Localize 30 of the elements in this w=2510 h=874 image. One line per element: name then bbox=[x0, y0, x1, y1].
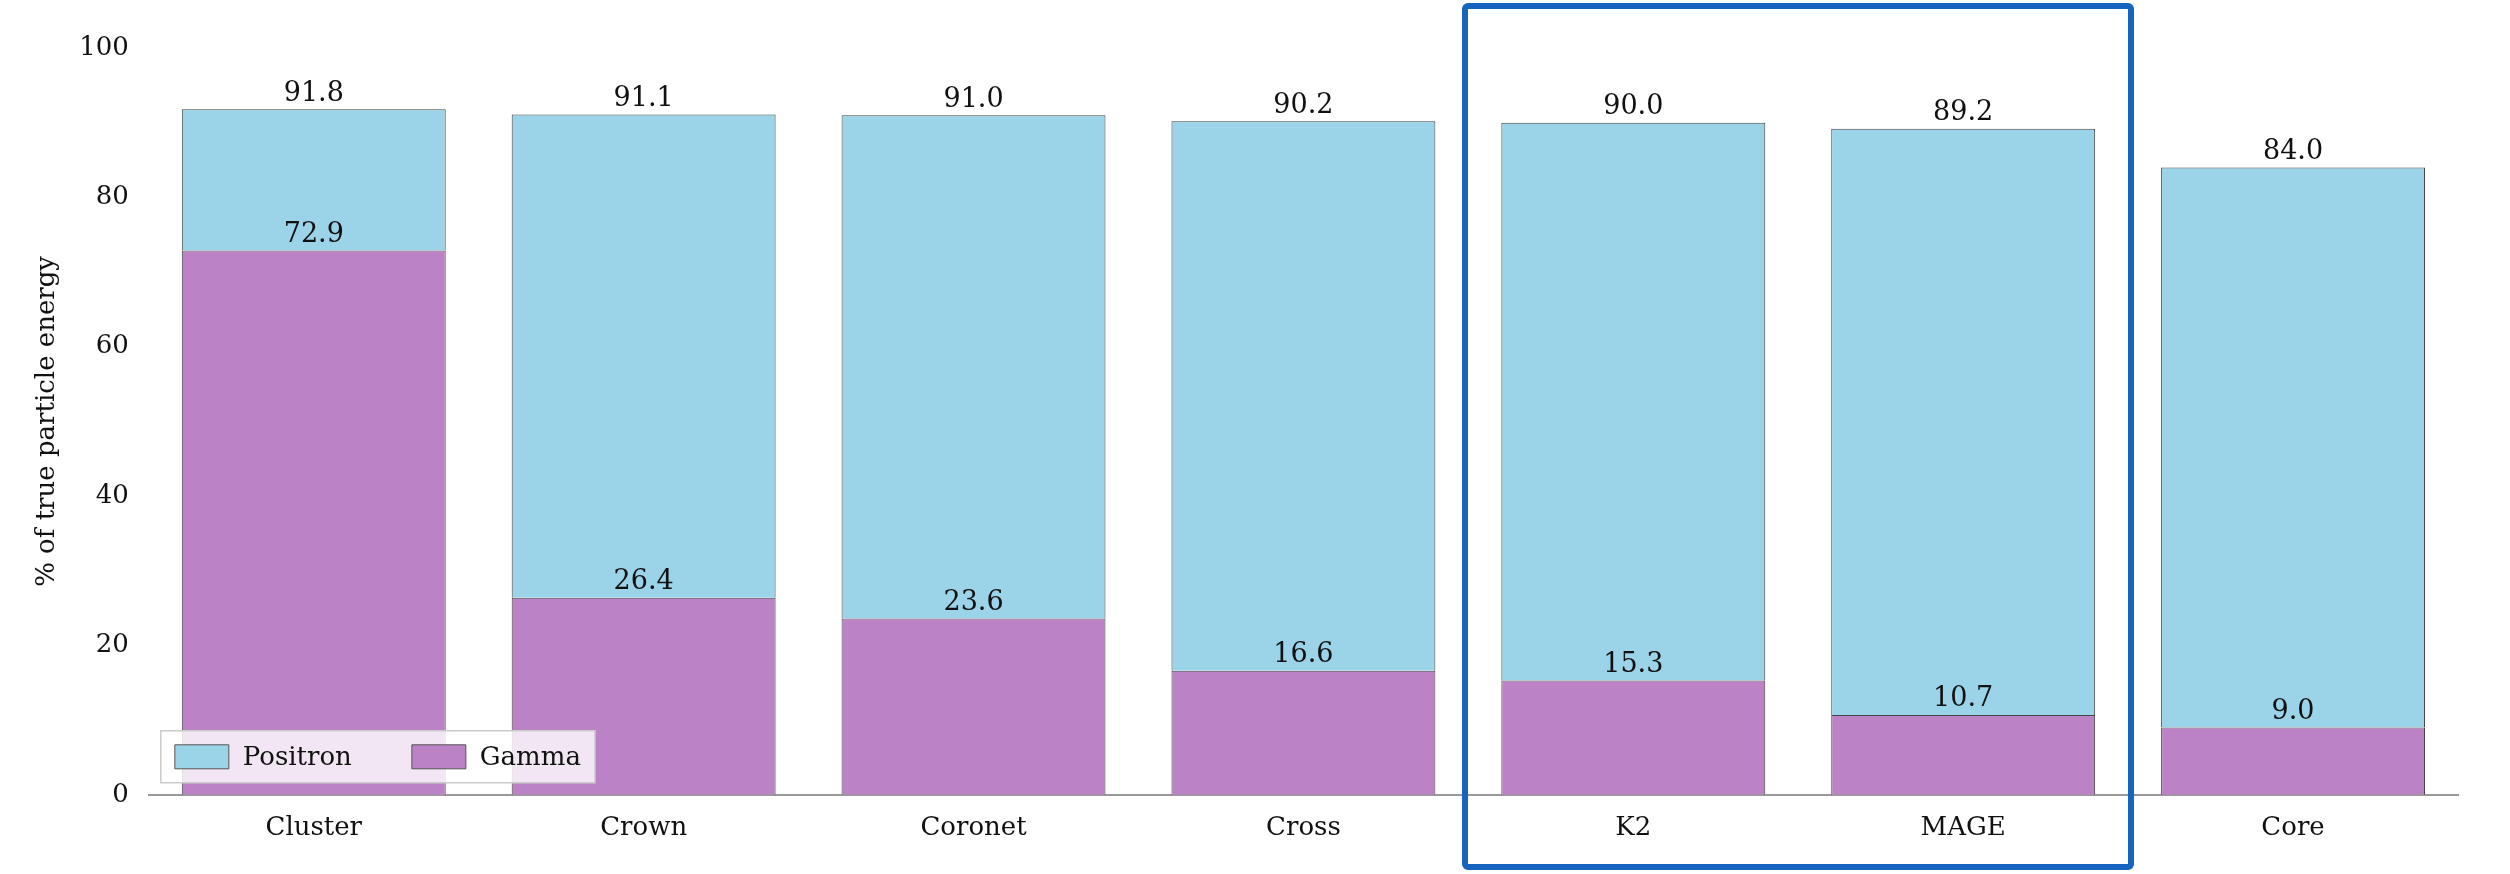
total-label: 90.2 bbox=[1273, 87, 1334, 119]
x-tick-label: Core bbox=[2261, 811, 2325, 842]
x-tick-label: Cross bbox=[1266, 811, 1341, 842]
y-tick-label: 80 bbox=[95, 180, 129, 211]
x-tick-label: Crown bbox=[600, 811, 688, 842]
data-label: 23.6 bbox=[943, 585, 1004, 617]
data-label: 72.9 bbox=[283, 216, 344, 248]
x-tick-label: Coronet bbox=[920, 811, 1028, 842]
legend-label: Gamma bbox=[479, 740, 581, 771]
y-tick-label: 0 bbox=[112, 777, 129, 808]
y-tick-label: 40 bbox=[95, 478, 129, 509]
data-label: 9.0 bbox=[2271, 694, 2315, 726]
data-label: 16.6 bbox=[1273, 637, 1334, 669]
y-tick-label: 100 bbox=[79, 30, 129, 61]
y-tick-label: 60 bbox=[95, 329, 129, 360]
total-label: 91.8 bbox=[283, 75, 344, 107]
total-label: 89.2 bbox=[1933, 95, 1994, 127]
data-label: 15.3 bbox=[1603, 647, 1664, 679]
data-label: 10.7 bbox=[1933, 681, 1994, 713]
x-tick-label: K2 bbox=[1615, 811, 1652, 842]
y-axis-title: % of true particle energy bbox=[30, 255, 61, 587]
data-label: 26.4 bbox=[613, 564, 674, 596]
total-label: 90.0 bbox=[1603, 89, 1664, 121]
total-label: 91.1 bbox=[613, 80, 674, 112]
total-label: 91.0 bbox=[943, 81, 1004, 113]
legend-label: Positron bbox=[242, 740, 353, 771]
x-tick-label: MAGE bbox=[1920, 811, 2006, 842]
y-tick-label: 20 bbox=[95, 628, 129, 659]
x-tick-label: Cluster bbox=[265, 811, 363, 842]
total-label: 84.0 bbox=[2263, 134, 2324, 165]
